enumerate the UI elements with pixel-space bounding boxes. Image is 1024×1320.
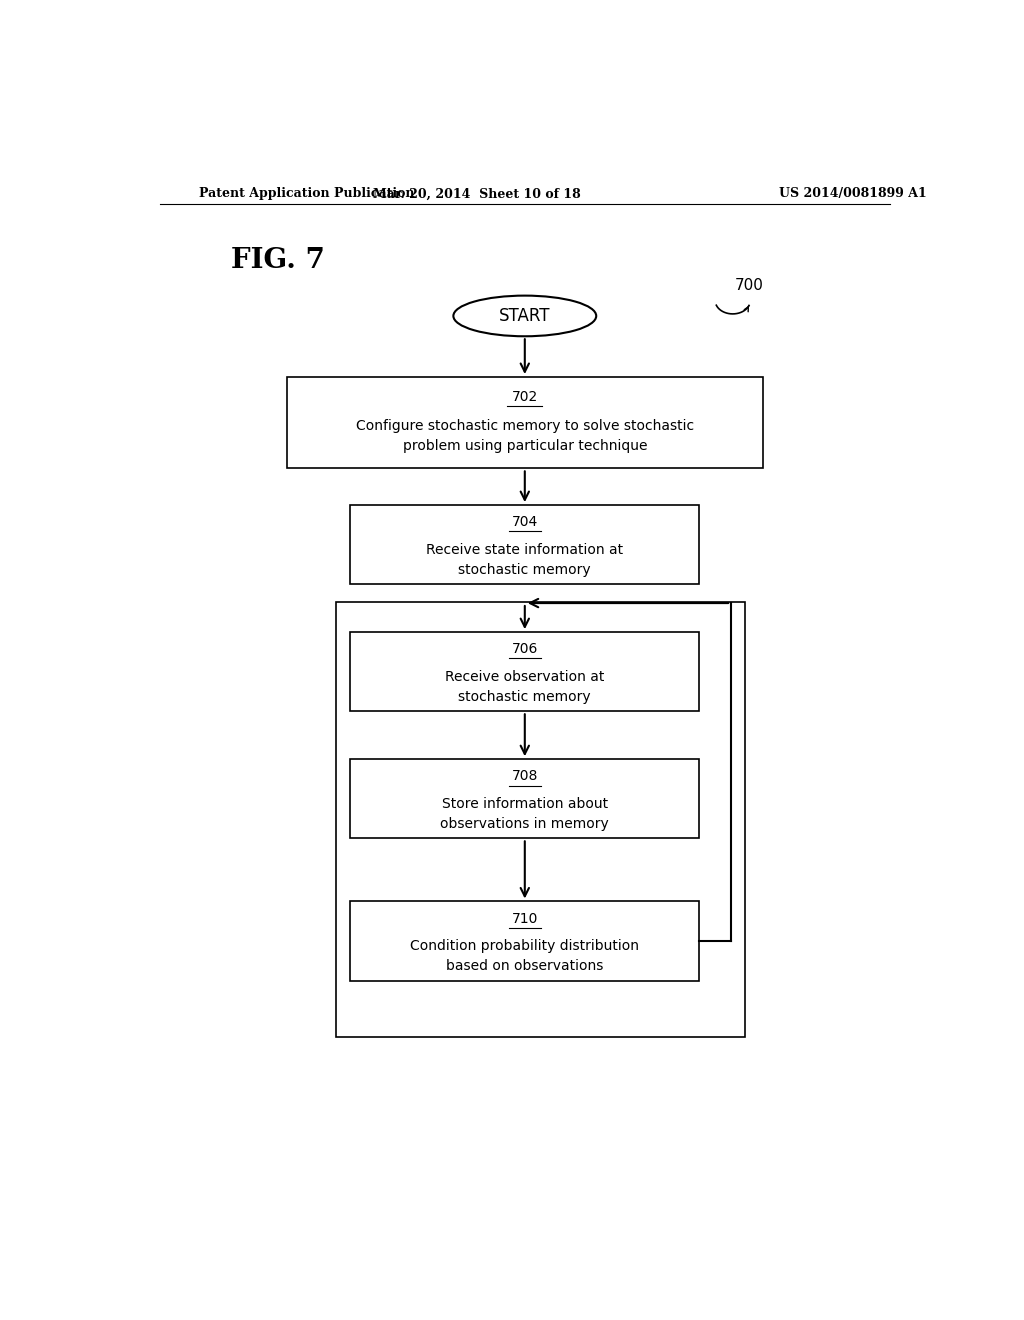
Text: 702: 702 xyxy=(512,391,538,404)
Text: Configure stochastic memory to solve stochastic: Configure stochastic memory to solve sto… xyxy=(355,418,694,433)
FancyBboxPatch shape xyxy=(350,759,699,838)
Text: 708: 708 xyxy=(512,770,538,783)
Text: problem using particular technique: problem using particular technique xyxy=(402,440,647,453)
FancyBboxPatch shape xyxy=(350,506,699,585)
Text: Mar. 20, 2014  Sheet 10 of 18: Mar. 20, 2014 Sheet 10 of 18 xyxy=(374,187,581,201)
Text: Patent Application Publication: Patent Application Publication xyxy=(200,187,415,201)
Text: based on observations: based on observations xyxy=(446,960,603,973)
Text: Receive observation at: Receive observation at xyxy=(445,669,604,684)
FancyBboxPatch shape xyxy=(350,902,699,981)
Text: START: START xyxy=(499,308,551,325)
Text: 710: 710 xyxy=(512,912,538,925)
Text: 700: 700 xyxy=(735,279,764,293)
Text: stochastic memory: stochastic memory xyxy=(459,562,591,577)
Text: observations in memory: observations in memory xyxy=(440,817,609,832)
Text: Store information about: Store information about xyxy=(441,797,608,810)
Text: Condition probability distribution: Condition probability distribution xyxy=(411,939,639,953)
FancyBboxPatch shape xyxy=(287,378,763,469)
Text: 706: 706 xyxy=(512,643,538,656)
Text: stochastic memory: stochastic memory xyxy=(459,690,591,704)
Text: US 2014/0081899 A1: US 2014/0081899 A1 xyxy=(778,187,927,201)
Text: 704: 704 xyxy=(512,515,538,529)
FancyBboxPatch shape xyxy=(350,632,699,711)
Text: FIG. 7: FIG. 7 xyxy=(231,247,325,273)
Text: Receive state information at: Receive state information at xyxy=(426,543,624,557)
Ellipse shape xyxy=(454,296,596,337)
